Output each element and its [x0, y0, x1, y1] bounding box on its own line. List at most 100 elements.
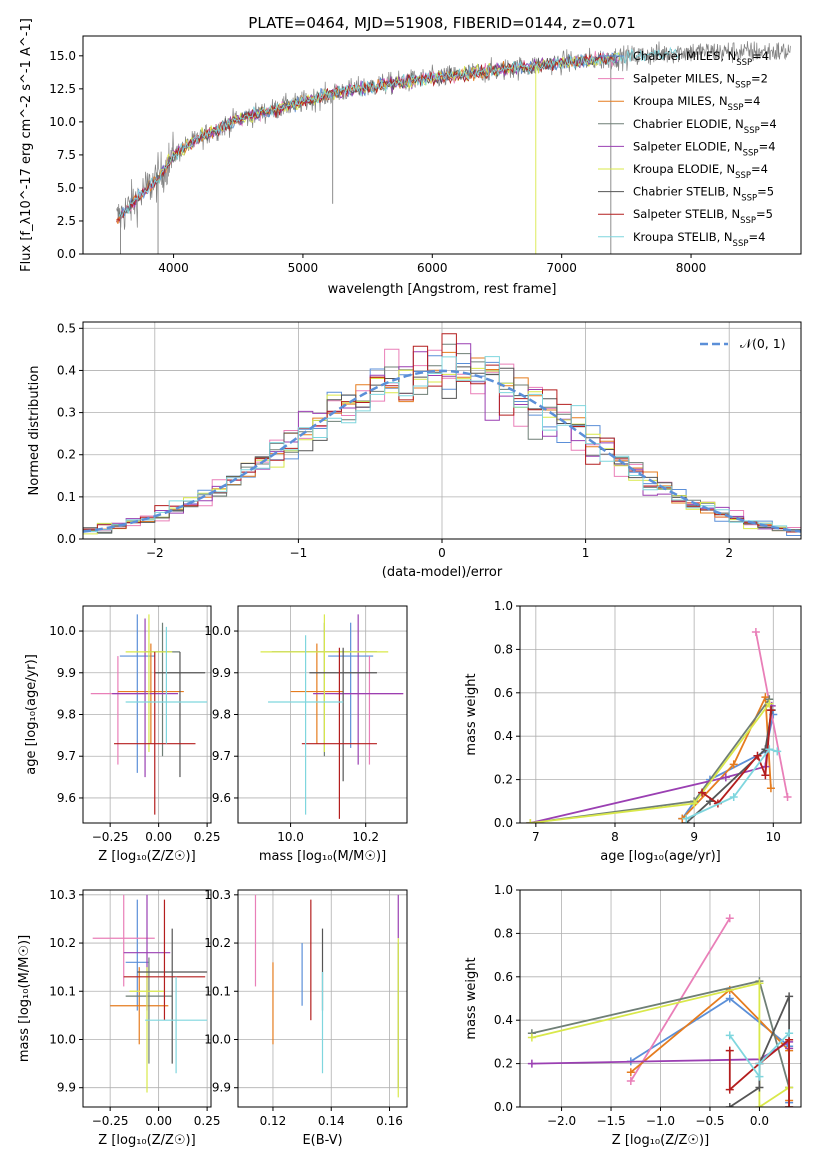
y-tick-label: 10.0: [204, 1032, 231, 1046]
plot-area: [527, 914, 794, 1107]
plot-frame: [82, 605, 212, 824]
y-tick-label: 1.0: [494, 599, 513, 613]
y-tick-label: 5.0: [57, 181, 76, 195]
data-point-marker: [761, 771, 770, 780]
y-tick-label: 9.6: [212, 791, 231, 805]
y-tick-label: 9.8: [57, 708, 76, 722]
data-point-marker: [626, 1076, 635, 1085]
x-tick-label: 10: [766, 830, 781, 844]
data-point-marker: [755, 979, 764, 988]
x-tick-label: 6000: [417, 261, 448, 275]
y-tick-label: 9.6: [57, 791, 76, 805]
y-tick-label: 9.9: [212, 666, 231, 680]
x-axis-label: age [log₁₀(age/yr)]: [600, 849, 721, 864]
data-point-marker: [725, 1031, 734, 1040]
x-tick-label: 0.14: [318, 1114, 345, 1128]
plot-frame: [519, 889, 802, 1108]
data-point-marker: [766, 784, 775, 793]
data-point-marker: [753, 751, 762, 760]
y-tick-label: 7.5: [57, 148, 76, 162]
y-tick-label: 1.0: [494, 883, 513, 897]
data-point-marker: [690, 799, 699, 808]
plot-area: [260, 614, 404, 819]
plot-area: [92, 894, 208, 1093]
data-point-marker: [682, 814, 691, 823]
x-axis-label: Z [log₁₀(Z/Z☉)]: [98, 1133, 195, 1148]
y-tick-label: 0.8: [494, 642, 513, 656]
y-tick-label: 0.1: [57, 490, 76, 504]
legend: 𝒩(0, 1): [700, 336, 786, 351]
data-point-marker: [729, 760, 738, 769]
mass-weight-series: [685, 748, 778, 820]
y-tick-label: 0.2: [494, 773, 513, 787]
data-point-marker: [785, 992, 794, 1001]
y-axis-label: mass weight: [464, 673, 479, 755]
y-tick-label: 0.3: [57, 406, 76, 420]
x-tick-label: 2: [725, 546, 733, 560]
mass-weight-series: [531, 982, 790, 1107]
age-vs-mass-panel: 10.0 10.2 9.6 9.7 9.8 9.9 10.0 mass [log₁₀(M/M☉…: [204, 605, 408, 864]
y-tick-label: 0.6: [494, 686, 513, 700]
data-point-marker: [721, 773, 730, 782]
plot-area: [116, 41, 791, 254]
y-axis-label: age [log₁₀(age/yr)]: [24, 654, 39, 775]
y-tick-label: 9.8: [212, 708, 231, 722]
x-tick-label: −0.5: [695, 1114, 724, 1128]
x-tick-label: 0.25: [194, 1114, 221, 1128]
data-point-marker: [765, 745, 774, 754]
y-tick-label: 0.2: [57, 448, 76, 462]
data-point-marker: [527, 1033, 536, 1042]
y-tick-label: 0.2: [494, 1057, 513, 1071]
plot-frame: [237, 889, 408, 1108]
data-point-marker: [626, 1068, 635, 1077]
x-axis-label: mass [log₁₀(M/M☉)]: [259, 849, 386, 864]
y-axis-label: mass [log₁₀(M/M☉)]: [17, 935, 32, 1062]
y-tick-label: 0.0: [57, 532, 76, 546]
data-point-marker: [766, 706, 775, 715]
x-tick-label: 0.0: [750, 1114, 769, 1128]
data-point-marker: [755, 1072, 764, 1081]
plot-frame: [82, 889, 212, 1108]
data-point-marker: [527, 1059, 536, 1068]
mass-vs-ebv-panel: 0.12 0.14 0.16 9.9 10.0 10.1 10.2 10.3 E(B-V): [204, 888, 408, 1148]
data-point-marker: [765, 699, 774, 708]
y-tick-label: 0.5: [57, 321, 76, 335]
y-tick-label: 0.8: [494, 926, 513, 940]
x-tick-label: 0.16: [376, 1114, 403, 1128]
y-tick-label: 10.0: [49, 624, 76, 638]
y-axis-label: Normed distribution: [27, 366, 42, 496]
y-tick-label: 9.9: [57, 666, 76, 680]
data-point-marker: [725, 1046, 734, 1055]
y-tick-label: 0.4: [494, 1013, 513, 1027]
data-point-marker: [729, 792, 738, 801]
data-point-marker: [698, 788, 707, 797]
y-tick-label: 10.0: [204, 624, 231, 638]
x-tick-label: 5000: [288, 261, 319, 275]
mass-vs-metallicity-panel: −0.25 0.00 0.25 9.9 10.0 10.1 10.2 10.3 Z [log₁₀…: [17, 888, 220, 1148]
mass-weight-series: [729, 1032, 790, 1080]
data-point-marker: [725, 1103, 734, 1107]
x-tick-label: −0.25: [92, 830, 129, 844]
x-axis-label: (data-model)/error: [382, 565, 503, 580]
x-tick-label: −0.25: [92, 1114, 129, 1128]
x-tick-label: 0.25: [194, 830, 221, 844]
legend-label: 𝒩(0, 1): [740, 336, 786, 351]
y-tick-label: 0.6: [494, 970, 513, 984]
y-tick-label: 10.1: [204, 984, 231, 998]
data-point-marker: [785, 1103, 794, 1107]
y-tick-label: 2.5: [57, 214, 76, 228]
massweight-vs-age-panel: 7 8 9 10 0.0 0.2 0.4 0.6 0.8 1.0 age [log₁₀(age/yr…: [464, 599, 802, 864]
data-point-marker: [783, 792, 792, 801]
x-tick-label: −1: [290, 546, 308, 560]
data-point-marker: [725, 1085, 734, 1094]
model-spectrum-line: [118, 46, 679, 219]
x-tick-label: 0: [438, 546, 446, 560]
y-tick-label: 10.0: [49, 1032, 76, 1046]
y-tick-label: 0.0: [494, 1100, 513, 1114]
age-vs-metallicity-panel: −0.25 0.00 0.25 9.6 9.7 9.8 9.9 10.0 Z [log₁₀(Z/…: [24, 605, 221, 864]
plot-area: [526, 628, 792, 823]
x-tick-label: 7: [532, 830, 540, 844]
plot-frame: [519, 605, 802, 824]
y-tick-label: 12.5: [49, 82, 76, 96]
